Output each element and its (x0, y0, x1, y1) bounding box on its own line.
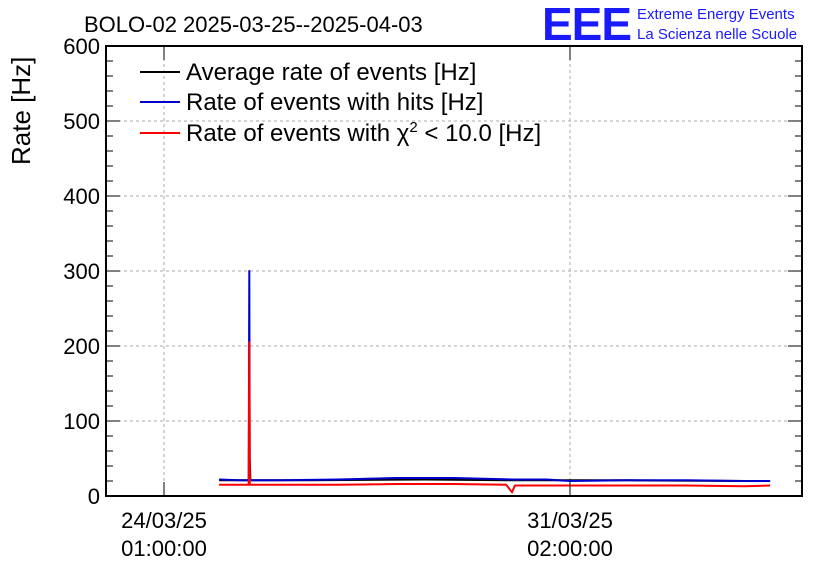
y-tick-label: 0 (88, 484, 100, 509)
series-line-2 (219, 270, 771, 482)
y-tick-label: 400 (63, 184, 100, 209)
y-tick-label: 600 (63, 34, 100, 59)
y-tick-label: 100 (63, 409, 100, 434)
x-tick-label-date: 24/03/25 (121, 508, 207, 533)
x-axis-ticks: 24/03/25 01:00:00 31/03/25 02:00:00 (121, 46, 613, 561)
legend-label-hits: Rate of events with hits [Hz] (186, 89, 483, 116)
chart-title: BOLO-02 2025-03-25--2025-04-03 (84, 12, 423, 37)
x-tick-label-time: 01:00:00 (121, 536, 207, 561)
y-tick-label: 300 (63, 259, 100, 284)
legend-chi2-suffix: < 10.0 [Hz] (418, 120, 541, 147)
logo-letters: EEE (542, 0, 631, 50)
legend-chi2-prefix: Rate of events with (186, 120, 397, 147)
eee-logo: EEE Extreme Energy Events La Scienza nel… (542, 0, 797, 50)
x-tick-label-date: 31/03/25 (527, 508, 613, 533)
y-tick-label: 500 (63, 109, 100, 134)
legend-label-chi2: Rate of events with χ2 < 10.0 [Hz] (186, 119, 541, 147)
legend-chi2-superscript: 2 (409, 119, 417, 136)
y-axis-ticks: 0 100 200 300 400 500 600 (63, 34, 802, 509)
series-line-1 (219, 459, 771, 482)
series-line-3 (219, 341, 771, 494)
legend-chi2-symbol: χ (397, 120, 410, 147)
legend-label-average: Average rate of events [Hz] (186, 59, 476, 86)
x-tick-label-time: 02:00:00 (527, 536, 613, 561)
logo-line1: Extreme Energy Events (637, 6, 795, 23)
logo-line2: La Scienza nelle Scuole (637, 26, 797, 43)
y-tick-label: 200 (63, 334, 100, 359)
grid-lines (106, 46, 802, 496)
series-lines (219, 270, 771, 494)
legend: Average rate of events [Hz] Rate of even… (140, 59, 541, 147)
y-axis-label: Rate [Hz] (6, 57, 36, 165)
